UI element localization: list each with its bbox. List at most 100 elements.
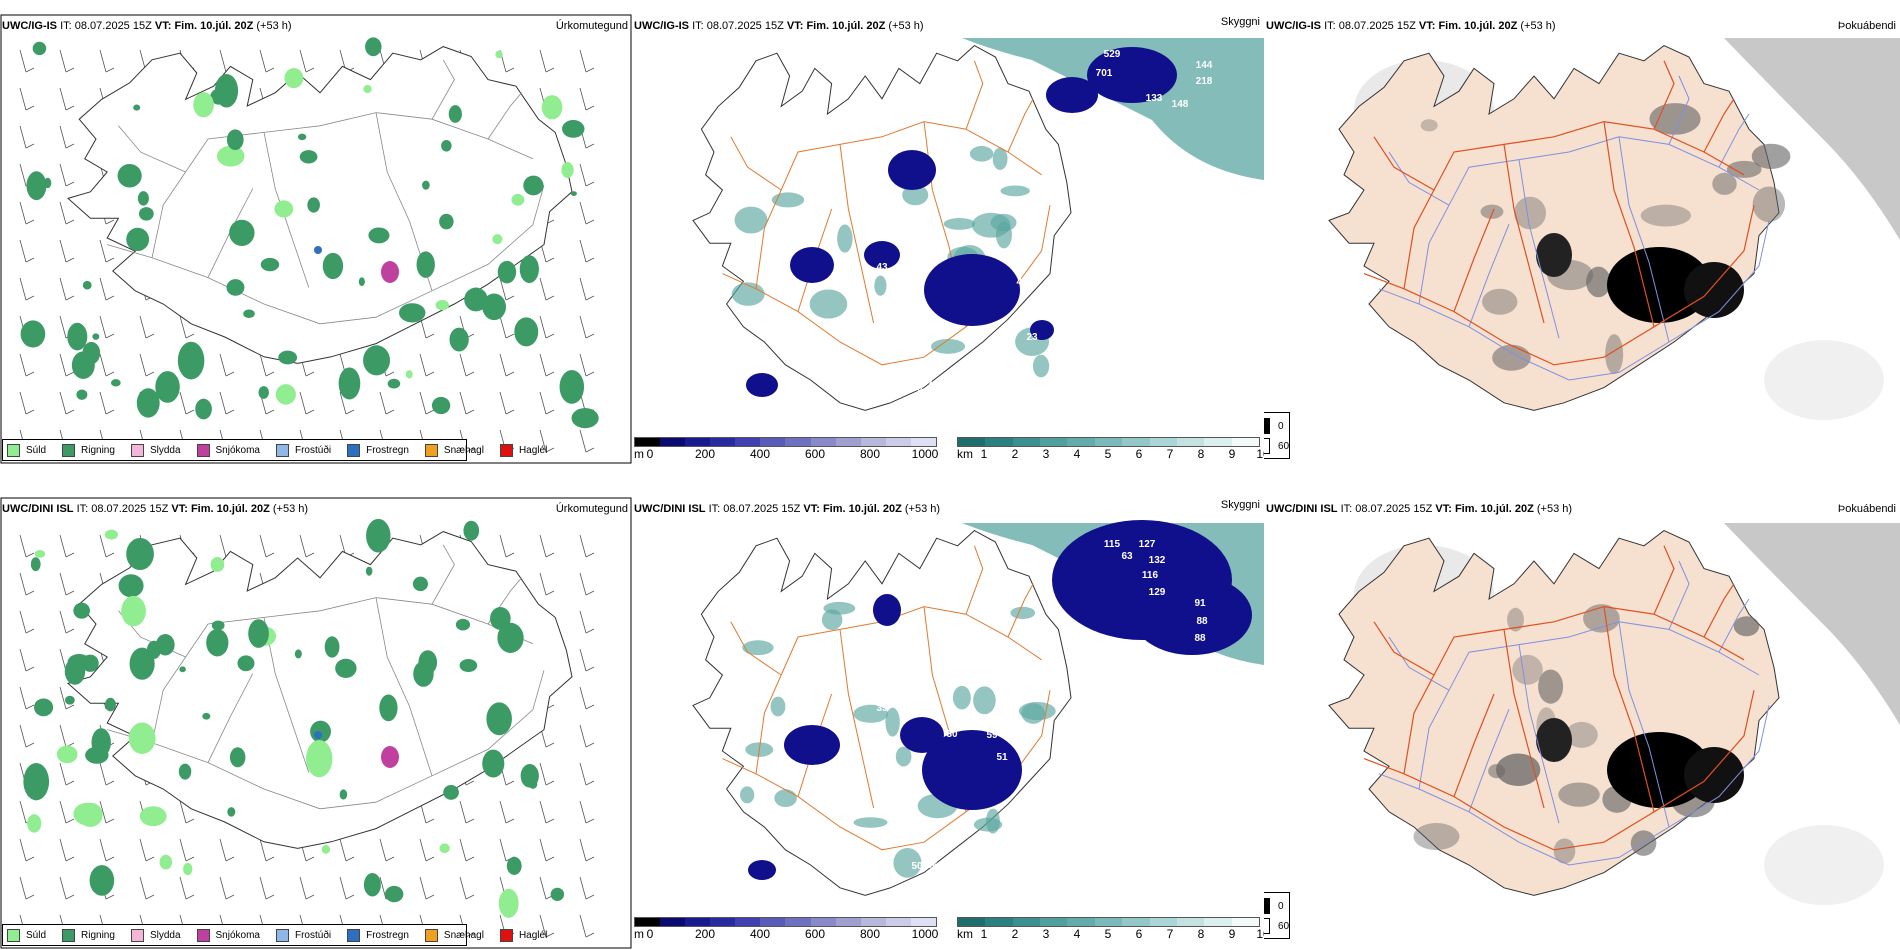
colorbar-tick: 5: [1104, 927, 1112, 941]
road-line: [839, 629, 875, 809]
precip-legend-item: Rigning: [62, 928, 115, 942]
river-line: [1378, 705, 1770, 866]
visibility-value-label: 50: [911, 861, 923, 872]
wind-barb: [99, 838, 115, 862]
precip-cell: [76, 389, 88, 400]
wind-barb: [539, 800, 555, 824]
legend-swatch: [275, 928, 289, 942]
fog-haze: [1764, 825, 1884, 905]
visibility-value-label: 88: [1194, 633, 1206, 644]
precip-cell: [416, 251, 435, 278]
fog-sea-area: [1724, 523, 1900, 725]
wind-barb: [139, 315, 155, 339]
fog-cell: [1420, 119, 1438, 132]
wind-barb: [539, 534, 555, 558]
precip-cell: [492, 234, 503, 245]
visibility-value-label: 116: [1142, 570, 1159, 581]
wind-barb: [99, 534, 115, 558]
wind-barb: [499, 315, 515, 339]
wind-barb: [259, 534, 275, 558]
colorbar-tick: 8: [1197, 927, 1205, 941]
wind-barb: [219, 391, 235, 415]
precip-cell: [179, 666, 186, 673]
wind-barb: [19, 610, 35, 634]
road-line: [755, 121, 1042, 289]
road-line: [151, 112, 533, 258]
precip-cell: [229, 219, 255, 246]
wind-barb: [579, 87, 595, 111]
legend-swatch: [499, 443, 513, 457]
precip-cell: [365, 37, 382, 57]
legend-label: Frostúði: [294, 929, 332, 941]
wind-barb: [579, 762, 595, 786]
precip-cell: [258, 386, 269, 399]
wind-barb: [99, 353, 115, 377]
precip-legend-item: Frostregn: [347, 443, 409, 457]
precip-cell: [206, 628, 229, 657]
fog-dense-cell: [1607, 247, 1711, 323]
precip-cell: [448, 105, 462, 123]
visibility-value-label: 52: [1146, 172, 1158, 183]
road-line: [730, 621, 782, 676]
colorbar-tick: 9: [1228, 447, 1236, 461]
precip-cell: [64, 658, 86, 685]
fog-dense-cell: [1536, 718, 1572, 762]
visibility-value-label: 63: [1121, 551, 1133, 562]
colorbar-cell: [958, 438, 986, 446]
wind-barb: [59, 277, 75, 301]
wind-barb: [19, 572, 35, 596]
visibility-cell: [995, 221, 1012, 249]
wind-barb: [579, 239, 595, 263]
precip-cell: [193, 92, 214, 118]
colorbar-tick: 9: [1228, 927, 1236, 941]
wind-barb: [299, 534, 315, 558]
wind-barb: [179, 315, 195, 339]
wind-barb: [59, 572, 75, 596]
precip-cell: [159, 854, 173, 870]
wind-barb: [59, 201, 75, 225]
cloud-base-colorbar-1: m 0 200 400 600 800 1000: [634, 437, 938, 461]
wind-barb: [379, 391, 395, 415]
precip-cell: [229, 747, 246, 768]
road-line: [722, 205, 1051, 366]
wind-barb: [579, 277, 595, 301]
cloud-base-cell: [1046, 77, 1098, 113]
colorbar-cell: [785, 918, 811, 926]
cloud-base-cell: [900, 717, 944, 753]
colorbar-tick: 800: [859, 447, 881, 461]
precip-legend-2: Súld Rigning Slydda Snjókoma Frostúði Frostre…: [2, 924, 547, 946]
precip-cell: [399, 303, 426, 323]
cloud-base-colorbar-2: m 0 200 400 600 800 1000: [634, 917, 938, 941]
wind-barb: [259, 876, 275, 900]
visibility-value-label: 26: [1051, 802, 1063, 813]
wind-barb: [259, 353, 275, 377]
fog-cell: [1565, 721, 1598, 748]
visibility-cell: [1032, 354, 1050, 378]
river-line: [1518, 644, 1560, 824]
visibility-cell: [809, 289, 848, 319]
visibility-colorbar-1: km 1 2 3 4 5 6 7 8 9 10: [957, 437, 1264, 461]
visibility-cell: [1018, 701, 1056, 721]
colorbar-tick: 200: [694, 927, 716, 941]
precip-legend-item: Snæhagl: [424, 928, 484, 942]
precip-cell: [387, 378, 401, 389]
road-line: [965, 545, 984, 615]
fog-legend-item: 0: [1264, 898, 1284, 914]
fog-cell: [1586, 266, 1611, 298]
precip-cell: [275, 384, 296, 405]
colorbar-cell: [885, 918, 911, 926]
legend-label: 0: [1278, 420, 1284, 432]
wind-barb: [19, 277, 35, 301]
wind-barb: [59, 163, 75, 187]
precip-legend-item: Haglél: [499, 928, 547, 942]
precip-cell: [211, 620, 225, 631]
wind-barb: [579, 163, 595, 187]
legend-swatch: [7, 928, 20, 942]
visibility-value-label: 129: [1149, 587, 1166, 598]
precip-cell: [514, 317, 539, 347]
wind-barb: [419, 876, 435, 900]
precip-cell: [105, 697, 116, 712]
legend-swatch: [62, 443, 76, 457]
visibility-value-label: 88: [1196, 616, 1208, 627]
wind-barb: [539, 277, 555, 301]
